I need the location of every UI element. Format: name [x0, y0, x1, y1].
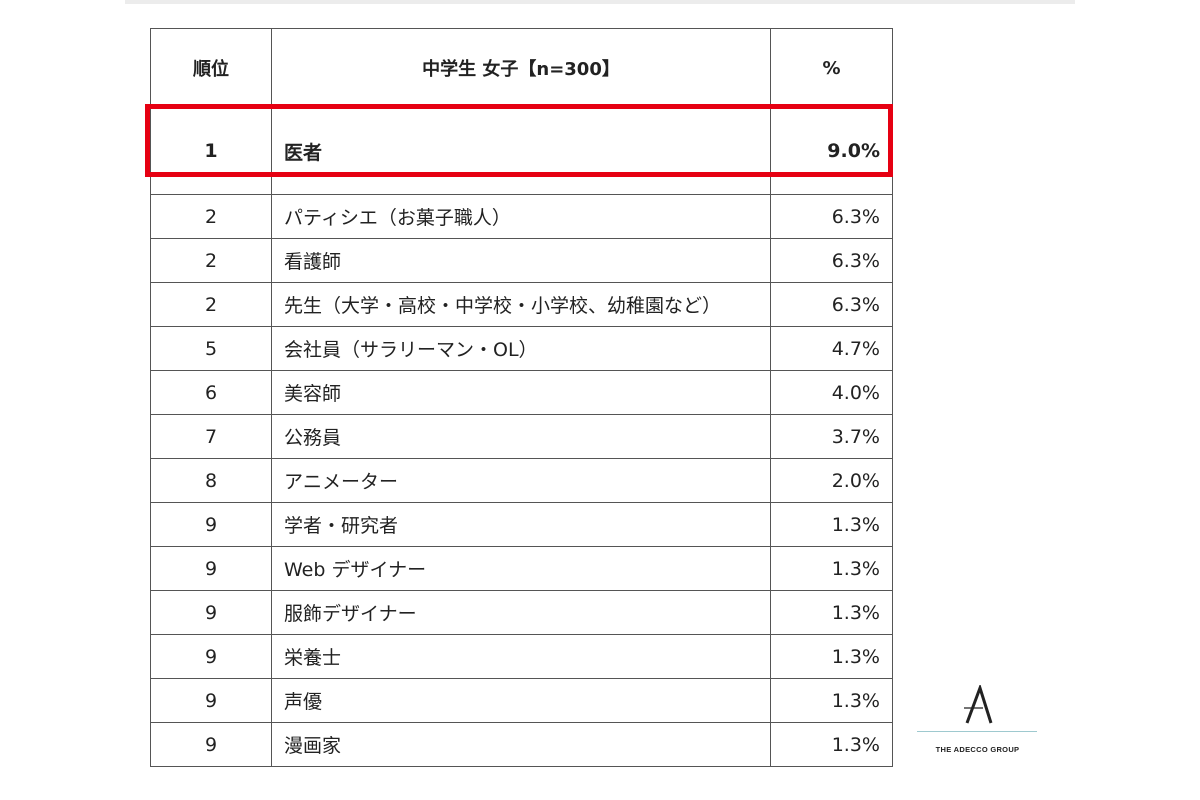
row-percent: 1.3%: [770, 502, 893, 547]
header-name: 中学生 女子【n=300】: [271, 28, 771, 108]
row-name: 漫画家: [271, 722, 771, 767]
table-row: 8 アニメーター 2.0%: [150, 458, 893, 503]
table-row: 9 学者・研究者 1.3%: [150, 502, 893, 547]
row-name: 美容師: [271, 370, 771, 415]
adecco-a-mark-icon: [964, 685, 993, 724]
row-percent: 1.3%: [770, 590, 893, 635]
row-percent: 2.0%: [770, 458, 893, 503]
table-row: 7 公務員 3.7%: [150, 414, 893, 459]
table-row: 9 栄養士 1.3%: [150, 634, 893, 679]
row-rank: 9: [150, 590, 272, 635]
ranking-table: 順位 中学生 女子【n=300】 % 1 医者 9.0% 2 パティシエ（お菓子…: [150, 28, 893, 767]
row-rank: 2: [150, 282, 272, 327]
row-rank: 1: [150, 107, 272, 195]
row-name: 栄養士: [271, 634, 771, 679]
row-rank: 9: [150, 634, 272, 679]
row-name: パティシエ（お菓子職人）: [271, 194, 771, 239]
row-percent: 1.3%: [770, 678, 893, 723]
row-rank: 6: [150, 370, 272, 415]
row-rank: 9: [150, 678, 272, 723]
table-row: 9 Web デザイナー 1.3%: [150, 546, 893, 591]
row-percent: 1.3%: [770, 546, 893, 591]
logo-divider: [917, 731, 1037, 732]
row-percent: 6.3%: [770, 238, 893, 283]
table-row: 9 服飾デザイナー 1.3%: [150, 590, 893, 635]
row-rank: 9: [150, 722, 272, 767]
header-rank: 順位: [150, 28, 272, 108]
row-rank: 8: [150, 458, 272, 503]
row-name: 看護師: [271, 238, 771, 283]
row-rank: 7: [150, 414, 272, 459]
row-rank: 2: [150, 194, 272, 239]
row-name: 医者: [271, 107, 771, 195]
table-row: 1 医者 9.0%: [150, 107, 893, 195]
row-name: 公務員: [271, 414, 771, 459]
top-strip: [125, 0, 1075, 4]
row-rank: 9: [150, 502, 272, 547]
header-percent: %: [770, 28, 893, 108]
table-row: 9 漫画家 1.3%: [150, 722, 893, 767]
adecco-logo: THE ADECCO GROUP: [915, 685, 1040, 765]
table-row: 9 声優 1.3%: [150, 678, 893, 723]
row-rank: 9: [150, 546, 272, 591]
row-name: 声優: [271, 678, 771, 723]
row-percent: 1.3%: [770, 634, 893, 679]
row-name: 会社員（サラリーマン・OL）: [271, 326, 771, 371]
row-name: 先生（大学・高校・中学校・小学校、幼稚園など）: [271, 282, 771, 327]
logo-text: THE ADECCO GROUP: [935, 745, 1020, 754]
table-row: 2 パティシエ（お菓子職人） 6.3%: [150, 194, 893, 239]
row-percent: 4.0%: [770, 370, 893, 415]
row-name: 服飾デザイナー: [271, 590, 771, 635]
row-percent: 3.7%: [770, 414, 893, 459]
table-row: 5 会社員（サラリーマン・OL） 4.7%: [150, 326, 893, 371]
table-row: 6 美容師 4.0%: [150, 370, 893, 415]
row-percent: 4.7%: [770, 326, 893, 371]
table-header-row: 順位 中学生 女子【n=300】 %: [150, 28, 893, 108]
row-percent: 1.3%: [770, 722, 893, 767]
row-percent: 6.3%: [770, 282, 893, 327]
table-row: 2 看護師 6.3%: [150, 238, 893, 283]
row-name: アニメーター: [271, 458, 771, 503]
table-row: 2 先生（大学・高校・中学校・小学校、幼稚園など） 6.3%: [150, 282, 893, 327]
row-rank: 2: [150, 238, 272, 283]
row-name: 学者・研究者: [271, 502, 771, 547]
row-name: Web デザイナー: [271, 546, 771, 591]
row-percent: 9.0%: [770, 107, 893, 195]
row-rank: 5: [150, 326, 272, 371]
row-percent: 6.3%: [770, 194, 893, 239]
